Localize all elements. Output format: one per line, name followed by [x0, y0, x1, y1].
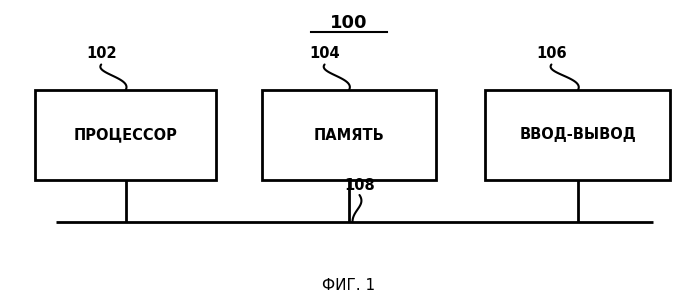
Text: ПАМЯТЬ: ПАМЯТЬ	[313, 128, 385, 142]
Bar	[262, 90, 436, 180]
Text: ВВОД-ВЫВОД: ВВОД-ВЫВОД	[519, 128, 636, 142]
Text: ФИГ. 1: ФИГ. 1	[322, 278, 376, 292]
Text: ПРОЦЕССОР: ПРОЦЕССОР	[74, 128, 177, 142]
Bar	[35, 90, 216, 180]
Text: 100: 100	[330, 14, 368, 32]
Text: 106: 106	[536, 46, 567, 62]
Text: 102: 102	[86, 46, 117, 62]
Text: 108: 108	[344, 178, 375, 194]
Bar	[485, 90, 670, 180]
Text: 104: 104	[309, 46, 340, 62]
